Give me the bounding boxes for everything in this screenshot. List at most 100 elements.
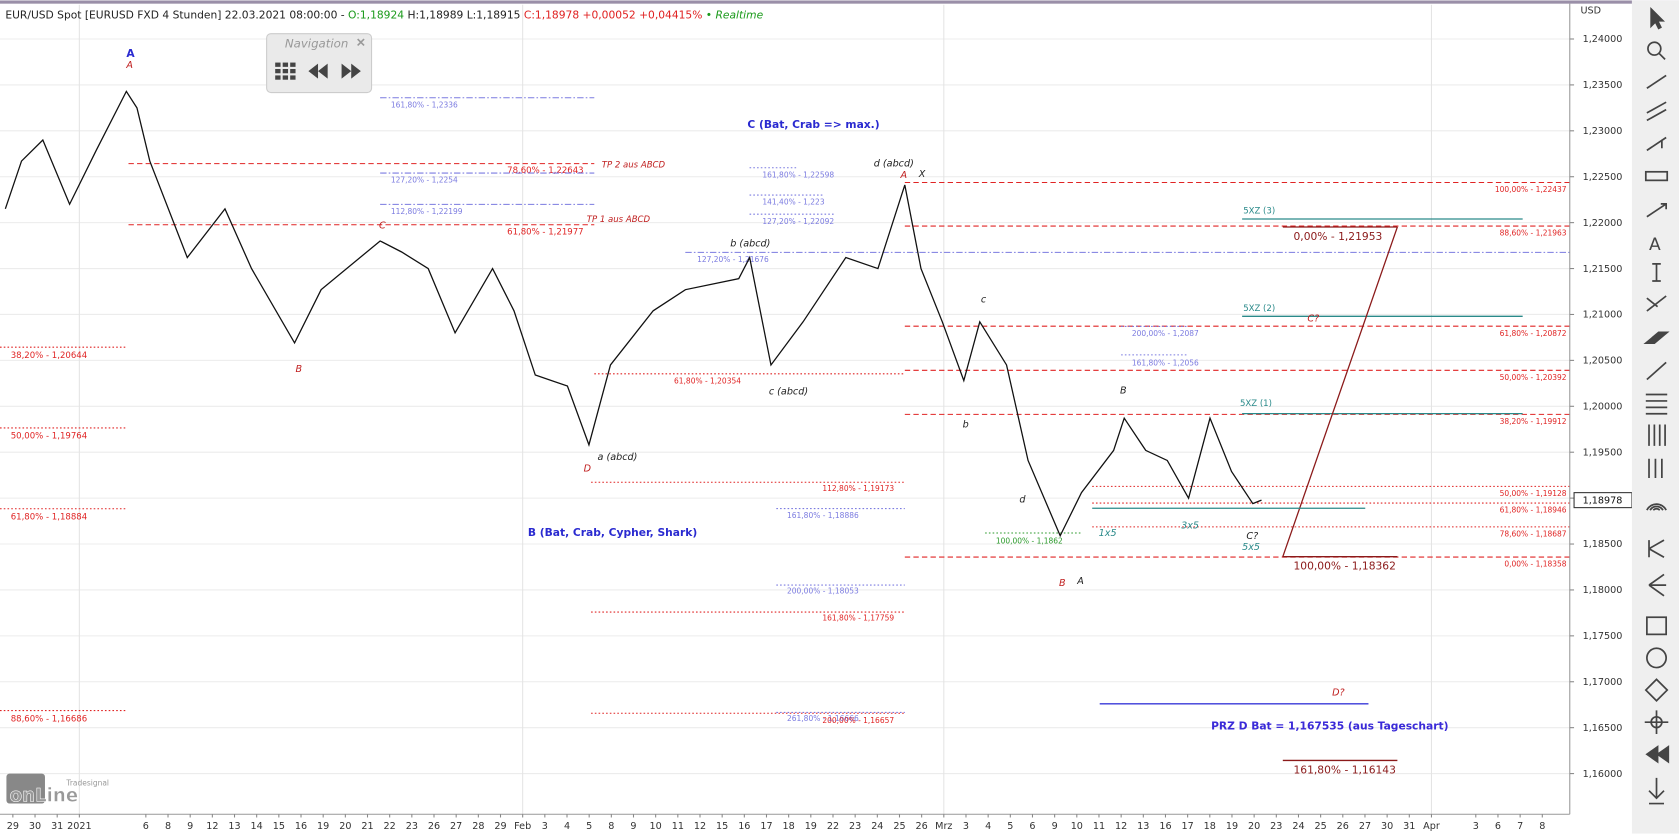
x-tick-label: 29 [494,821,506,832]
level-label: 61,80% - 1,18884 [11,512,87,522]
tool-vline[interactable] [1652,263,1661,282]
tool-scroll[interactable] [1645,745,1670,764]
level-label: 100,00% - 1,18362 [1294,560,1396,573]
level-label: 50,00% - 1,19764 [11,432,87,442]
y-tick-label: 1,21500 [1583,264,1623,275]
tool-polyline[interactable] [1646,295,1667,312]
navigation-title: Navigation [285,37,348,51]
x-tick-label: 16 [295,821,307,832]
tool-channel[interactable] [1646,101,1667,122]
level-label: 5XZ (2) [1243,304,1275,314]
tool-zoom[interactable] [1647,41,1666,60]
navigation-close[interactable] [357,38,365,47]
y-unit: USD [1580,5,1601,16]
y-tick-label: 1,19500 [1583,447,1623,458]
x-tick-label: 27 [450,821,462,832]
wave-label: b [963,420,969,431]
x-tick-label: 8 [608,821,614,832]
tool-rect[interactable] [1643,331,1670,344]
x-tick-label: 30 [29,821,41,832]
tool-line[interactable] [1646,74,1667,89]
tool-pointer[interactable] [1650,6,1666,30]
level-label: 200,00% - 1,18053 [787,587,859,596]
wave-label: D? [1332,687,1345,698]
wave-label: B [1120,385,1127,396]
projection-line [1282,226,1398,557]
level-label: 161,80% - 1,2056 [1132,359,1199,368]
tool-ray[interactable] [1646,136,1667,152]
tool-arrow[interactable] [1646,203,1668,218]
x-tick-label: 12 [1115,821,1127,832]
tool-trend[interactable] [1646,361,1667,381]
x-tick-label: 6 [143,821,149,832]
tool-cycle[interactable] [1648,458,1663,479]
tool-arc[interactable] [1646,503,1667,511]
tool-text[interactable]: A [1649,235,1661,255]
x-tick-label: 23 [406,821,418,832]
x-tick-label: 3 [963,821,969,832]
y-tick-label: 1,21000 [1583,310,1623,321]
tool-move[interactable] [1644,710,1669,734]
tool-fib[interactable] [1645,393,1668,415]
tool-fan[interactable] [1648,573,1667,597]
x-tick-label: 3 [1473,821,1479,832]
tool-diamond[interactable] [1644,678,1669,702]
x-tick-label: 26 [1337,821,1349,832]
x-tick-label: 24 [1292,821,1304,832]
tool-gann[interactable] [1648,539,1665,559]
x-tick-label: 22 [384,821,396,832]
price [4,90,1262,538]
level-label: 200,00% - 1,2087 [1132,329,1199,338]
level-label: 261,80% - 1,16666 [787,714,859,723]
wave-label: A [126,47,135,60]
x-tick-label: 9 [187,821,193,832]
y-tick-label: 1,23000 [1583,126,1623,137]
level-label: 161,80% - 1,2336 [391,100,458,109]
y-tick-label: 1,16500 [1583,723,1623,734]
level-label: 61,80% - 1,20354 [674,376,741,385]
x-tick-label: Feb [514,821,531,832]
x-tick-label: 18 [783,821,795,832]
wave-label: a (abcd) [598,452,638,463]
top-border [0,0,1679,4]
x-tick-label: 14 [251,821,263,832]
x-tick-label: 23 [1270,821,1282,832]
level-label: 100,00% - 1,1862 [996,537,1063,546]
tool-box[interactable] [1646,616,1668,636]
tool-ellipse[interactable] [1646,647,1668,669]
annotations: A A C (Bat, Crab => max.) B (Bat, Crab, … [125,47,1448,732]
level-label: 61,80% - 1,20872 [1500,329,1567,338]
x-tick-label: 25 [893,821,905,832]
level-label: 161,80% - 1,18886 [787,511,859,520]
last-price-label: 1,18978 [1583,495,1623,506]
x-tick-label: 4 [985,821,991,832]
target-label: TP 1 aus ABCD [587,215,651,225]
header-open: O:1,18924 [348,9,404,22]
toolbar-bg [1631,0,1679,834]
level-label: 161,80% - 1,16143 [1294,763,1396,776]
pattern-label: B (Bat, Crab, Cypher, Shark) [528,526,697,539]
x-tick-label: 27 [1359,821,1371,832]
x-tick-label: 16 [738,821,750,832]
x-tick-label: 23 [849,821,861,832]
tool-export[interactable] [1648,777,1665,805]
y-tick-label: 1,20500 [1583,356,1623,367]
wave-label: A [1076,576,1084,587]
level-label: 88,60% - 1,21963 [1500,229,1567,238]
x-tick-label: 8 [165,821,171,832]
x-tick-label: 3 [542,821,548,832]
wave-label: X [918,169,926,180]
x-tick-label: 19 [317,821,329,832]
tool-fib-time[interactable] [1648,424,1666,446]
x-tick-label: 20 [1248,821,1260,832]
tool-ruler[interactable] [1644,170,1669,182]
grid [0,4,1570,815]
x-tick-label: 25 [1315,821,1327,832]
wave-label: B [296,364,303,375]
level-label: 141,40% - 1,223 [762,198,824,207]
navigation-grid-button[interactable] [275,62,296,80]
x-tick-label: 6 [1495,821,1501,832]
x-tick-label: 29 [7,821,19,832]
